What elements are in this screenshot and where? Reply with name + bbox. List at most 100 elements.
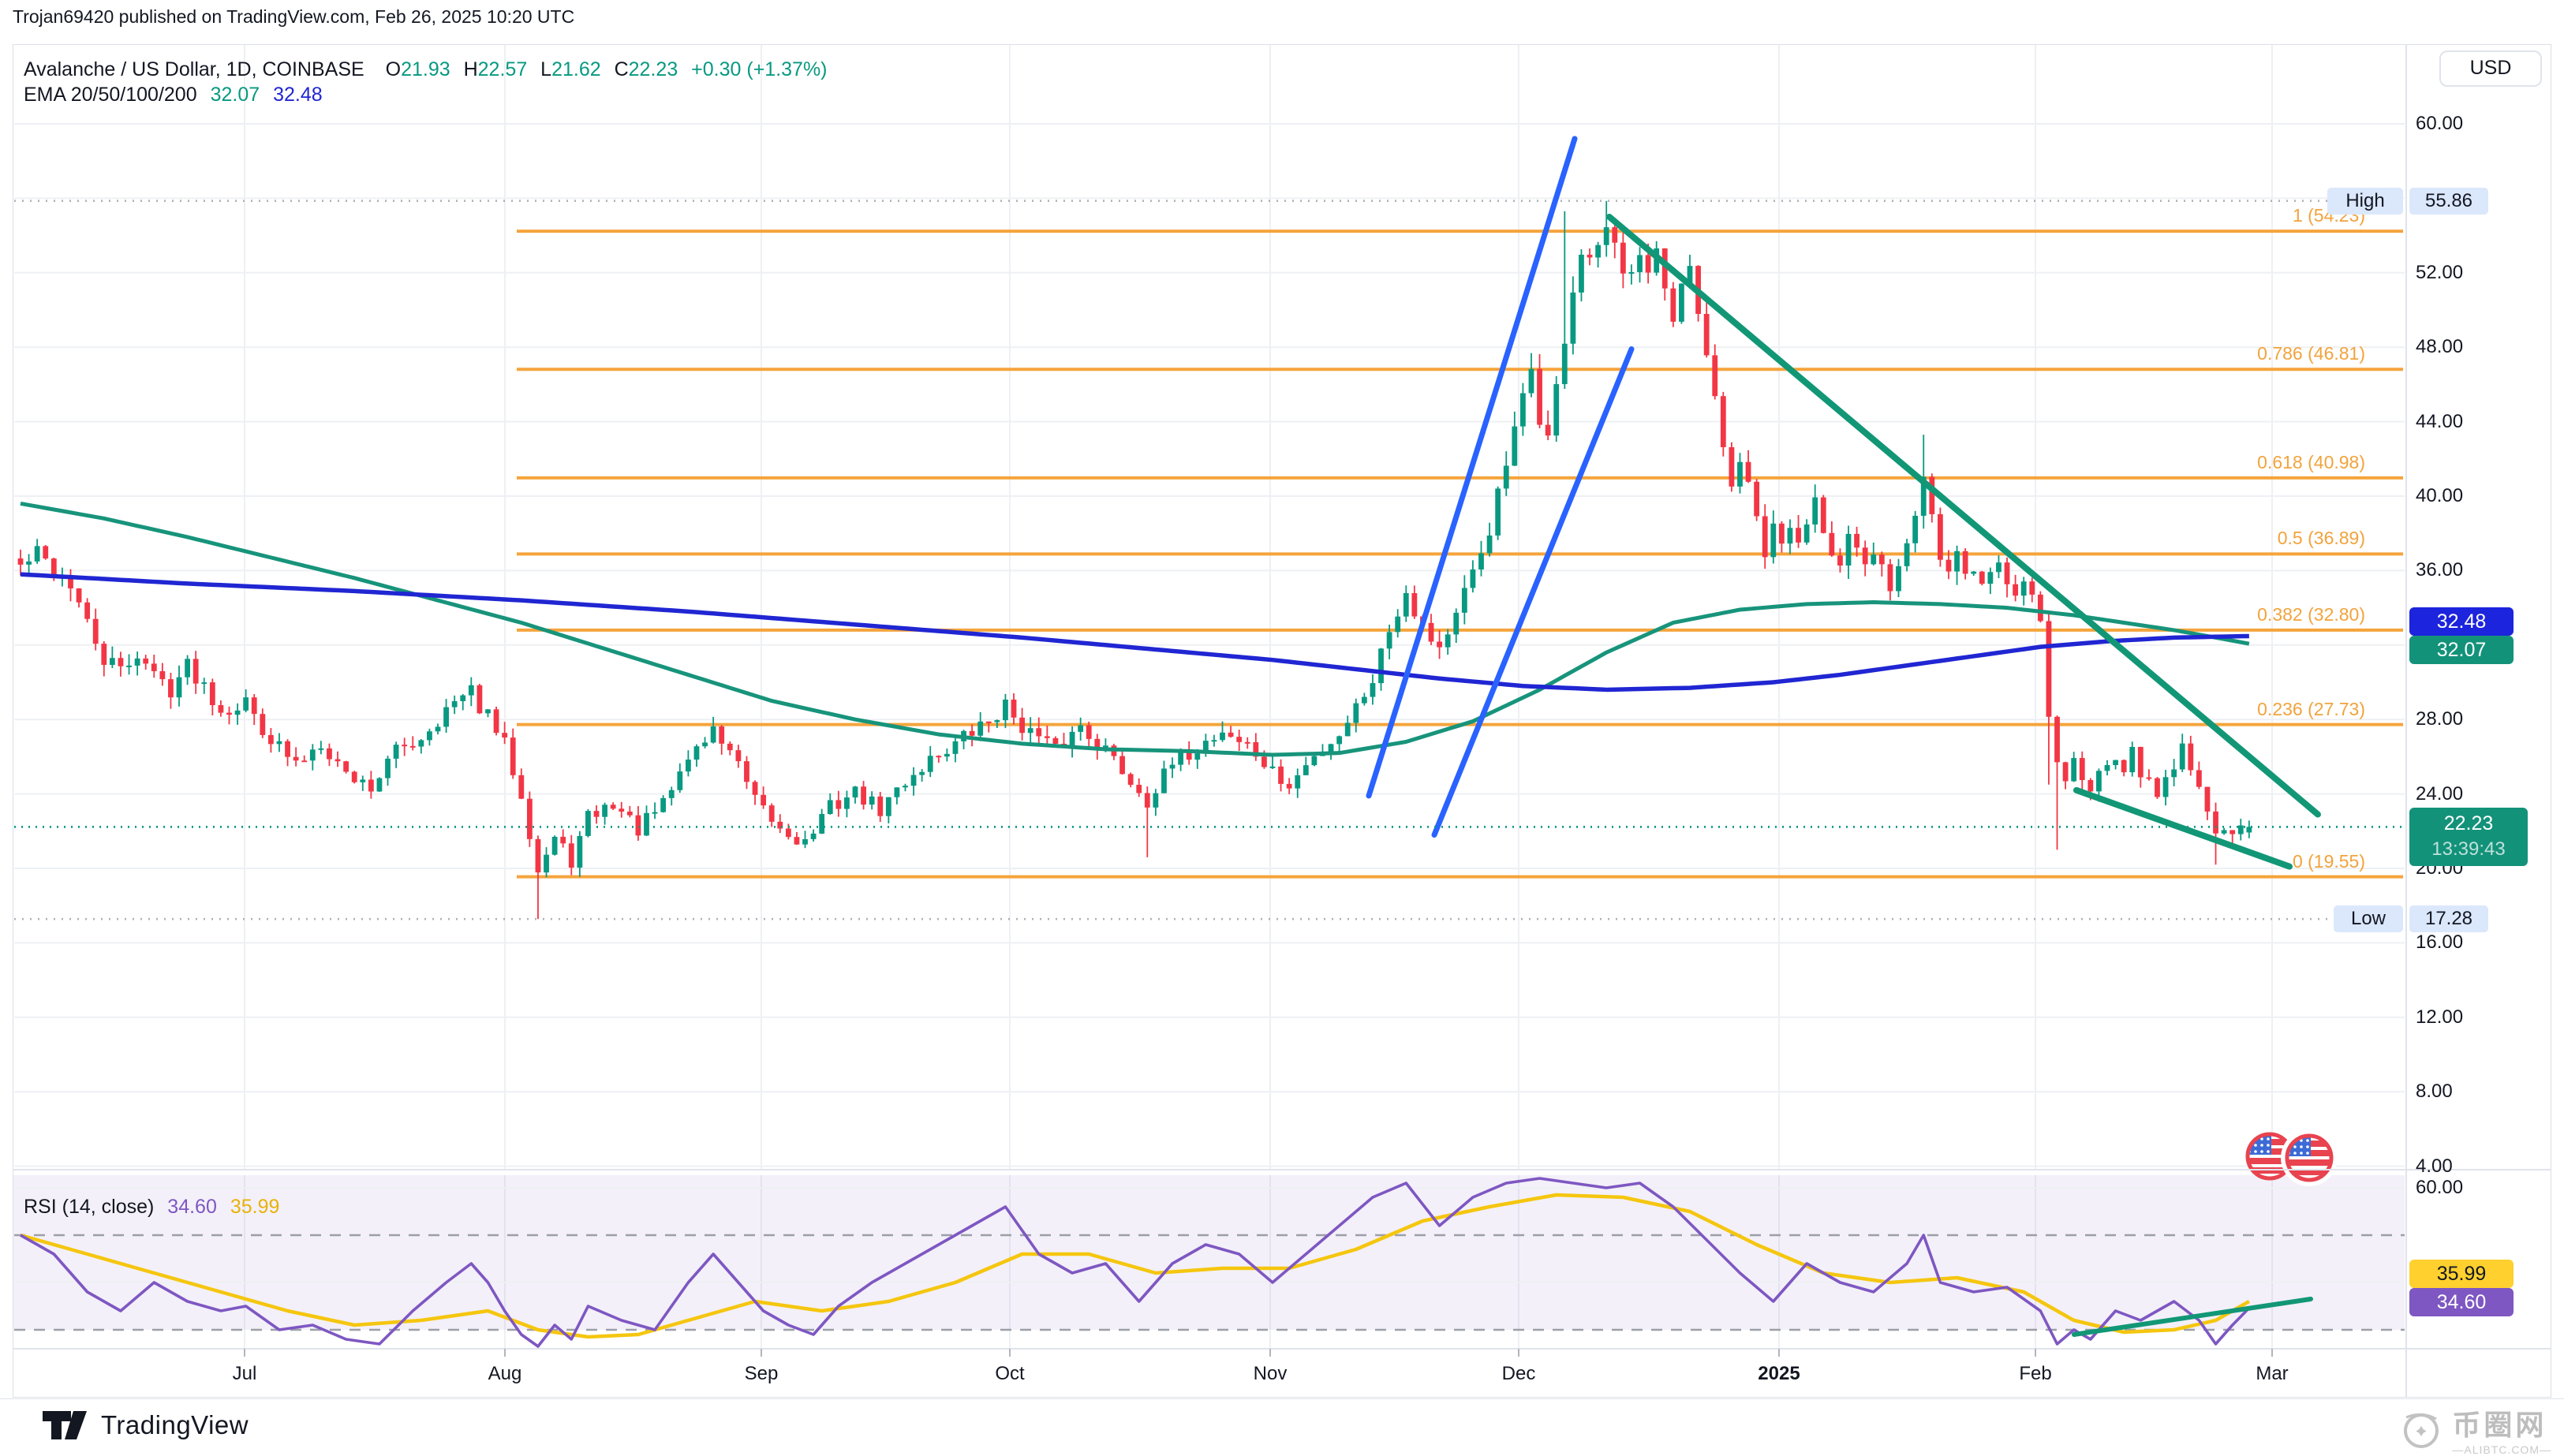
trend-line-down-trend[interactable]	[1606, 214, 2321, 818]
candle-body	[76, 588, 82, 603]
candle-body	[1837, 555, 1843, 566]
candle-body	[1378, 648, 1384, 684]
candle-body	[1069, 731, 1075, 749]
candle-body	[1428, 622, 1434, 642]
price-axis-tick: 4.00	[2416, 1155, 2453, 1177]
candle-body	[2213, 811, 2218, 834]
time-axis-label: Sep	[744, 1363, 779, 1384]
candle-body	[794, 837, 800, 845]
candle-body	[276, 741, 282, 745]
candle-body	[451, 700, 458, 707]
candle-body	[1938, 513, 1943, 560]
candle-body	[1820, 497, 1826, 533]
candle-body	[885, 797, 891, 816]
rsi-trend-line[interactable]	[2072, 1297, 2313, 1337]
candle-body	[1712, 355, 1718, 397]
candle-body	[1687, 266, 1693, 284]
candle-body	[1528, 368, 1534, 394]
candle-body	[1220, 732, 1225, 741]
tradingview-logo-icon	[43, 1411, 87, 1439]
candle-body	[1803, 524, 1810, 543]
candle-body	[2104, 765, 2110, 771]
candle-body	[1862, 547, 1868, 565]
candle-body	[2155, 778, 2160, 797]
candle-body	[118, 658, 124, 666]
candle-body	[126, 665, 132, 667]
trend-line-channel-upper[interactable]	[1366, 136, 1578, 799]
candle-body	[2146, 777, 2152, 779]
candle-body	[2046, 621, 2052, 717]
candle-body	[693, 746, 700, 760]
candle-body	[2029, 581, 2035, 595]
currency-toggle-button[interactable]: USD	[2439, 50, 2542, 87]
candle-body	[251, 697, 257, 715]
candle-body	[1871, 554, 1877, 565]
fib-label: 0.786 (46.81)	[2257, 343, 2365, 364]
rsi-line[interactable]	[20, 1177, 2251, 1348]
economic-event-flag-us[interactable]	[2281, 1129, 2338, 1186]
candle-body	[686, 760, 691, 772]
candle-body	[1945, 559, 1952, 572]
candle-body	[2188, 743, 2194, 771]
ema-line-blue[interactable]	[20, 572, 2249, 693]
candle-body	[1612, 227, 1618, 243]
candle-body	[1019, 717, 1025, 734]
candle-body	[1144, 793, 1150, 808]
candle-body	[585, 811, 591, 836]
candle-body	[1512, 426, 1518, 466]
candle-body	[1311, 756, 1318, 766]
trend-line-channel-lower[interactable]	[1431, 346, 1635, 838]
candle-body	[903, 786, 908, 788]
candle-body	[1194, 753, 1201, 760]
candle-body	[852, 786, 858, 798]
rsi-ma-value: 35.99	[230, 1196, 280, 1218]
candle-body	[785, 828, 791, 838]
price-axis-tick: 24.00	[2416, 782, 2464, 805]
candle-body	[802, 838, 808, 845]
candle-body	[510, 737, 516, 775]
candle-body	[1729, 446, 1735, 487]
candle-body	[719, 726, 725, 744]
candle-body	[243, 697, 249, 711]
candle-body	[368, 779, 374, 792]
high-label-pill: High	[2327, 187, 2403, 215]
candle-body	[602, 805, 607, 817]
candle-body	[535, 838, 541, 873]
rsi-ma-line[interactable]	[20, 1193, 2250, 1339]
ema-teal-badge: 32.07	[2409, 636, 2514, 664]
ohlc-open-value: 21.93	[401, 58, 450, 80]
trend-line-wedge-lower[interactable]	[2073, 786, 2293, 870]
time-axis-label: Dec	[1501, 1363, 1536, 1384]
rsi-pane[interactable]	[13, 1175, 2405, 1349]
candle-body	[1470, 569, 1476, 588]
main-pane[interactable]	[14, 45, 2405, 1170]
candle-body	[435, 726, 441, 732]
candle-body	[835, 800, 842, 809]
time-axis-label: Nov	[1253, 1363, 1288, 1384]
symbol-header[interactable]: Avalanche / US Dollar, 1D, COINBASE O21.…	[24, 58, 828, 81]
candle-body	[2037, 594, 2043, 622]
candle-body	[2246, 827, 2252, 833]
rsi-header[interactable]: RSI (14, close) 34.60 35.99	[24, 1196, 279, 1219]
ema-line-teal[interactable]	[20, 501, 2250, 757]
candle-body	[610, 805, 616, 809]
candle-body	[1269, 766, 1276, 768]
candle-body	[493, 709, 499, 734]
ohlc-close-value: 22.23	[628, 58, 678, 80]
candle-body	[1912, 515, 1919, 543]
candle-body	[1762, 516, 1768, 558]
candle-body	[1078, 725, 1084, 732]
candle-body	[1286, 783, 1292, 789]
candle-body	[385, 758, 391, 778]
candle-body	[151, 663, 157, 671]
candle-body	[1603, 227, 1609, 245]
ohlc-high-value: 22.57	[477, 58, 528, 80]
candle-body	[1303, 765, 1309, 775]
candle-body	[1453, 612, 1460, 635]
ema-header[interactable]: EMA 20/50/100/200 32.07 32.48	[24, 84, 323, 106]
candle-body	[877, 796, 884, 816]
time-axis-label: Aug	[488, 1363, 522, 1384]
candle-body	[1495, 488, 1501, 536]
tradingview-logo[interactable]: TradingView	[41, 1408, 249, 1443]
